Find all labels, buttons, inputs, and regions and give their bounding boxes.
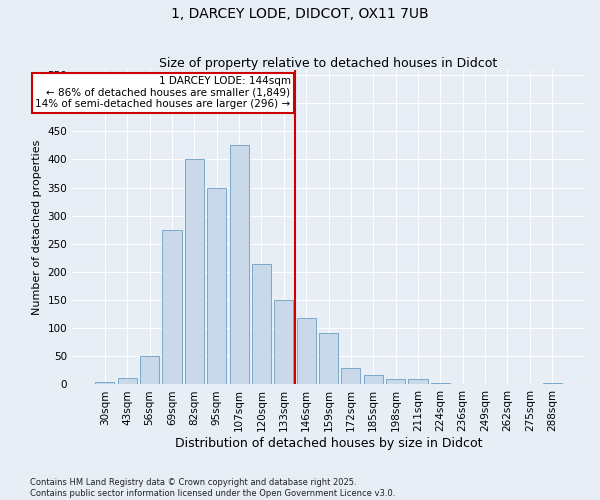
Bar [140, 356, 159, 384]
Title: Size of property relative to detached houses in Didcot: Size of property relative to detached ho… [160, 56, 497, 70]
Bar [431, 383, 450, 384]
Bar [118, 378, 137, 384]
Bar [252, 264, 271, 384]
Bar [319, 332, 338, 384]
Bar [95, 382, 115, 384]
Bar [341, 368, 361, 384]
Bar [364, 375, 383, 384]
Bar [296, 318, 316, 384]
Text: 1, DARCEY LODE, DIDCOT, OX11 7UB: 1, DARCEY LODE, DIDCOT, OX11 7UB [171, 8, 429, 22]
Bar [274, 300, 293, 384]
Bar [386, 379, 405, 384]
Bar [230, 146, 248, 384]
Bar [163, 230, 182, 384]
Bar [207, 188, 226, 384]
Text: Contains HM Land Registry data © Crown copyright and database right 2025.
Contai: Contains HM Land Registry data © Crown c… [30, 478, 395, 498]
Bar [185, 160, 204, 384]
Bar [409, 379, 428, 384]
Text: 1 DARCEY LODE: 144sqm
← 86% of detached houses are smaller (1,849)
14% of semi-d: 1 DARCEY LODE: 144sqm ← 86% of detached … [35, 76, 290, 110]
X-axis label: Distribution of detached houses by size in Didcot: Distribution of detached houses by size … [175, 437, 482, 450]
Y-axis label: Number of detached properties: Number of detached properties [32, 140, 42, 314]
